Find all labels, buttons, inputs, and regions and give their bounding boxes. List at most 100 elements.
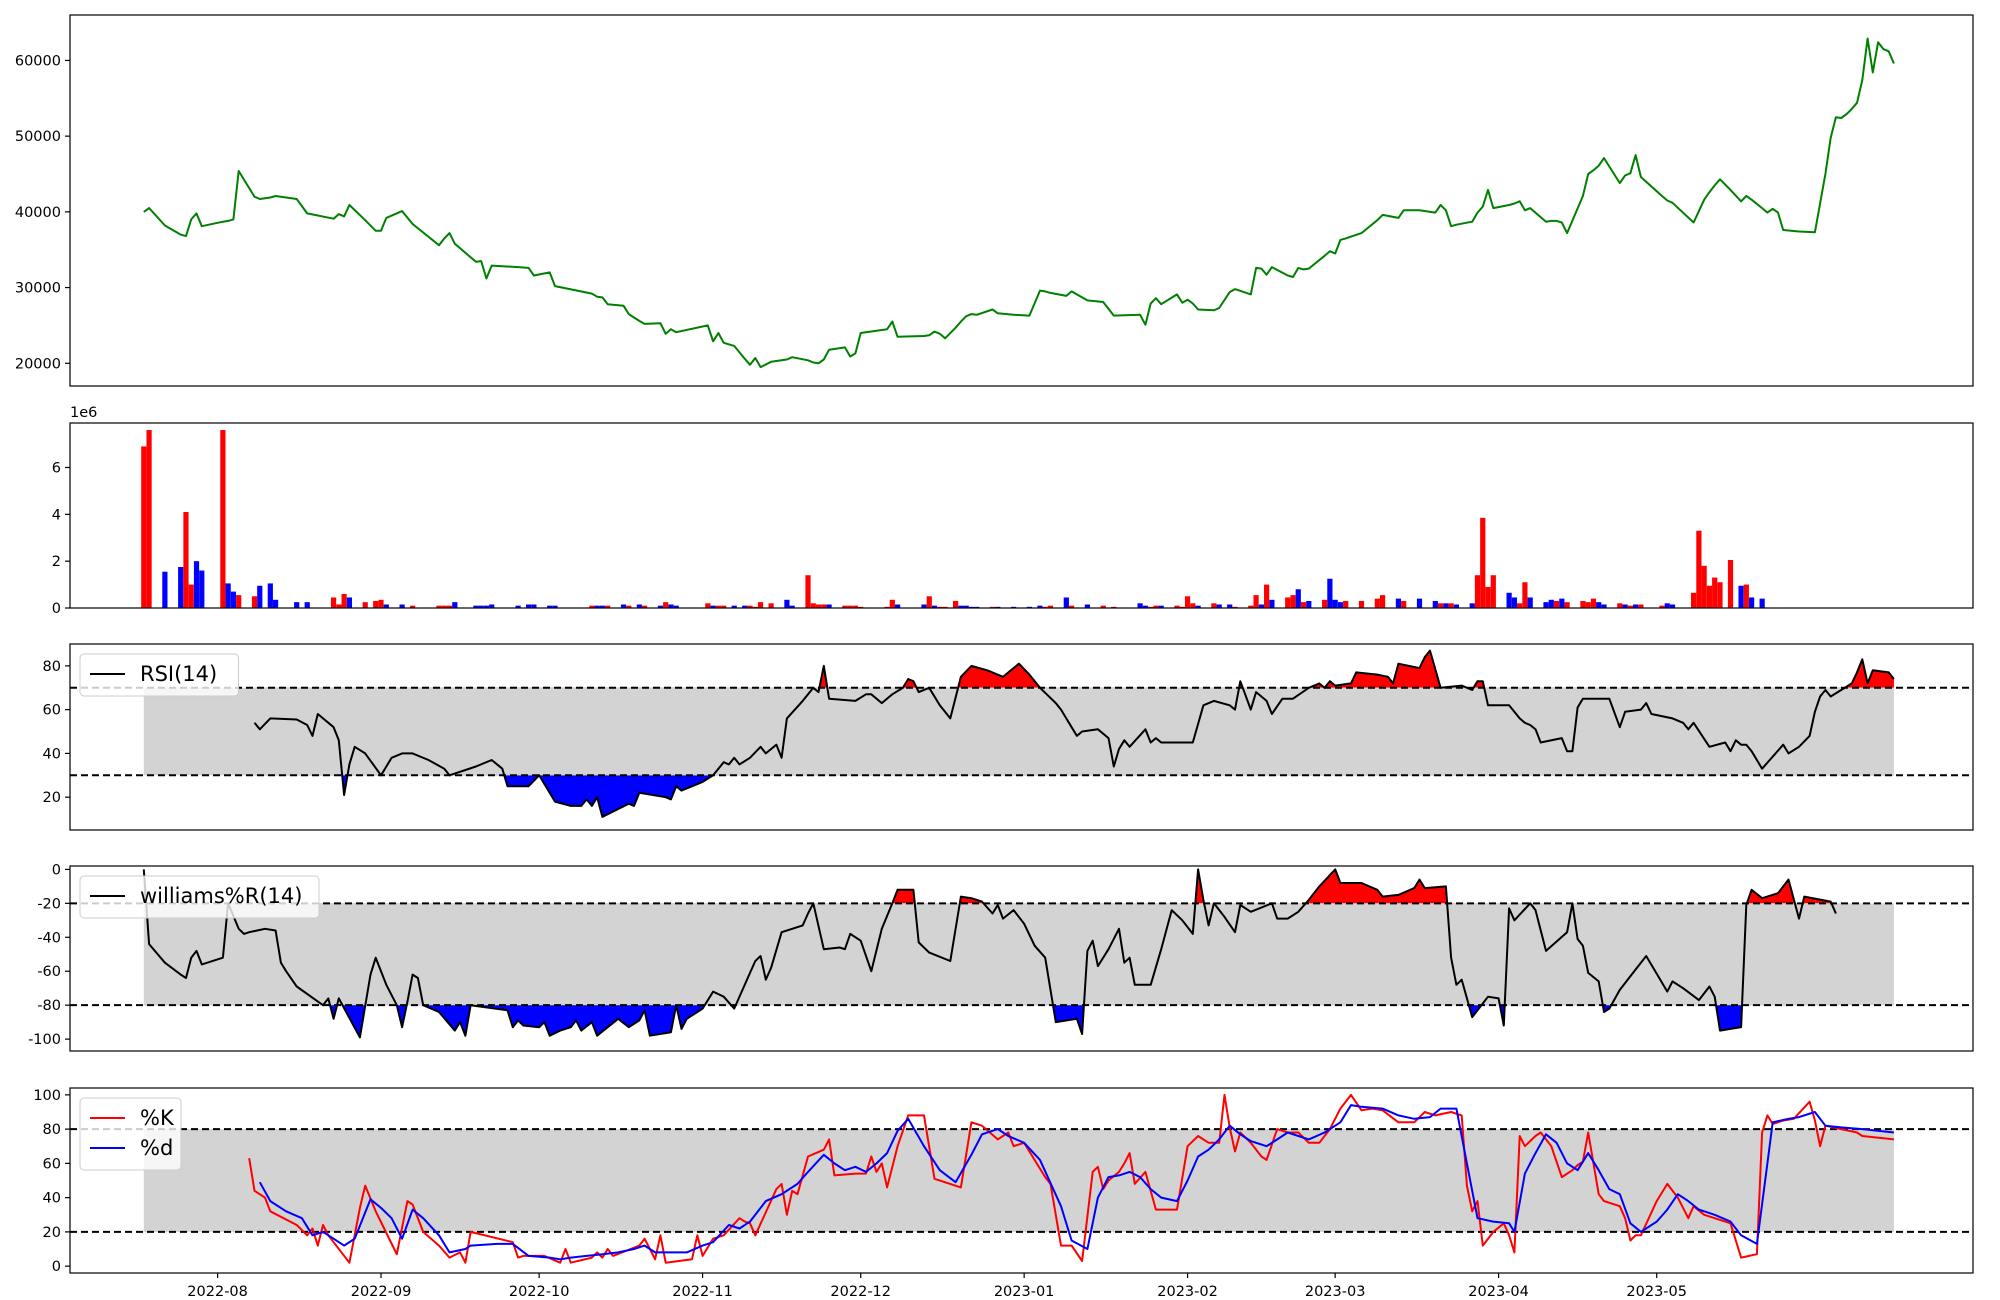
rsi-panel: 20 40 60 80 RSI(14) [43, 643, 1974, 831]
y-tick-label: 4 [52, 507, 61, 523]
volume-bar [141, 446, 147, 608]
volume-bar [641, 605, 648, 608]
volume-bar [1374, 598, 1380, 608]
series-line-k [248, 1093, 1895, 1264]
legend: %K %d [79, 1097, 182, 1171]
y-tick-label: 20 [43, 1225, 61, 1241]
y-tick-label: 6 [52, 460, 61, 476]
y-tick-label: -80 [37, 998, 61, 1014]
volume-bar [330, 597, 337, 608]
volume-bar [1100, 605, 1106, 608]
volume-bar [1395, 598, 1402, 608]
volume-bar [1543, 602, 1549, 608]
band-region [143, 1129, 1894, 1232]
volume-bar [1137, 603, 1143, 608]
williams-axes-frame [69, 865, 1974, 1052]
x-tick-label: 2022-10 [509, 1284, 570, 1300]
x-tick-label: 2023-01 [994, 1284, 1055, 1300]
volume-bar [1068, 605, 1075, 608]
volume-bar [815, 604, 822, 608]
volume-bar [1743, 584, 1749, 608]
volume-bar [1337, 602, 1344, 608]
volume-bar [178, 567, 184, 608]
legend-box [79, 875, 320, 919]
series-line-d [258, 1104, 1895, 1261]
volume-bar [747, 605, 753, 608]
volume-bar [1664, 603, 1670, 608]
volume-bar [1527, 597, 1533, 608]
volume-bar [1553, 600, 1560, 608]
volume-bar [251, 596, 258, 608]
volume-bar [1300, 602, 1307, 608]
series-line [142, 868, 1837, 1039]
y-tick-label: -100 [28, 1032, 61, 1048]
legend-label: williams%R(14) [140, 884, 302, 908]
volume-bar [589, 605, 595, 608]
y-tick-label: 30000 [15, 281, 61, 297]
volume-bar [441, 605, 447, 608]
volume-bar [531, 604, 537, 608]
volume-bar [1738, 585, 1744, 608]
volume-bar [1580, 600, 1586, 608]
volume-bar [710, 605, 716, 608]
volume-bar [452, 602, 458, 608]
volume-bar [526, 604, 532, 608]
y-tick-label: 2 [52, 554, 61, 570]
volume-bar [1432, 600, 1438, 608]
volume-bar [757, 602, 764, 608]
y-tick-label: 60000 [15, 53, 61, 69]
volume-bar [341, 593, 347, 608]
volume-bar [373, 600, 379, 608]
volume-bar [1548, 599, 1554, 608]
volume-bar [1195, 605, 1201, 608]
volume-bar [1633, 604, 1639, 608]
volume-bar [1596, 602, 1602, 608]
volume-bar [1306, 600, 1312, 608]
volume-bar [193, 561, 200, 608]
volume-bar [515, 605, 521, 608]
volume-bar [742, 605, 748, 608]
volume-bar [272, 599, 279, 608]
volume-bar [663, 602, 669, 608]
volume-bar [1448, 603, 1454, 608]
volume-bar [183, 511, 189, 608]
volume-bar [225, 583, 231, 608]
volume-bar [731, 605, 737, 608]
x-tick-label: 2022-12 [830, 1284, 891, 1300]
x-tick-label: 2023-04 [1468, 1284, 1529, 1300]
volume-bar [1474, 575, 1481, 608]
volume-bar [294, 602, 300, 608]
volume-bar [1211, 603, 1217, 608]
volume-bar [162, 571, 168, 608]
stochastic-panel: 0 20 40 60 80 100 2022-08 2022-09 2022-10 2022-11… [33, 1087, 1974, 1300]
volume-bar [805, 575, 811, 608]
volume-bar [1295, 589, 1301, 608]
volume-bar [931, 605, 938, 608]
volume-bar [1659, 605, 1665, 608]
volume-bar [489, 604, 495, 608]
volume-bar [1158, 605, 1164, 608]
x-tick-label: 2023-03 [1305, 1284, 1366, 1300]
volume-bar [1511, 597, 1517, 608]
volume-bar [1748, 597, 1755, 608]
volume-bar [410, 605, 416, 608]
x-tick-label: 2022-09 [351, 1284, 412, 1300]
x-tick-label: 2022-08 [187, 1284, 248, 1300]
y-tick-label: -20 [37, 896, 61, 912]
volume-bar [847, 605, 853, 608]
volume-bar [810, 603, 816, 608]
volume-bar [921, 604, 927, 608]
y-tick-label: 100 [33, 1088, 61, 1104]
legend: RSI(14) [79, 653, 239, 697]
volume-plot-area [141, 430, 1765, 608]
volume-bar [821, 604, 827, 608]
volume-bar [1485, 586, 1491, 608]
volume-bar [1227, 604, 1233, 608]
y-offset-label: 1e6 [70, 405, 97, 421]
volume-bar [657, 605, 664, 608]
volume-bar [705, 603, 711, 608]
volume-bar [1622, 604, 1628, 608]
legend-label: %K [140, 1106, 175, 1130]
volume-bar [1469, 603, 1475, 608]
band-region [143, 903, 1894, 1006]
